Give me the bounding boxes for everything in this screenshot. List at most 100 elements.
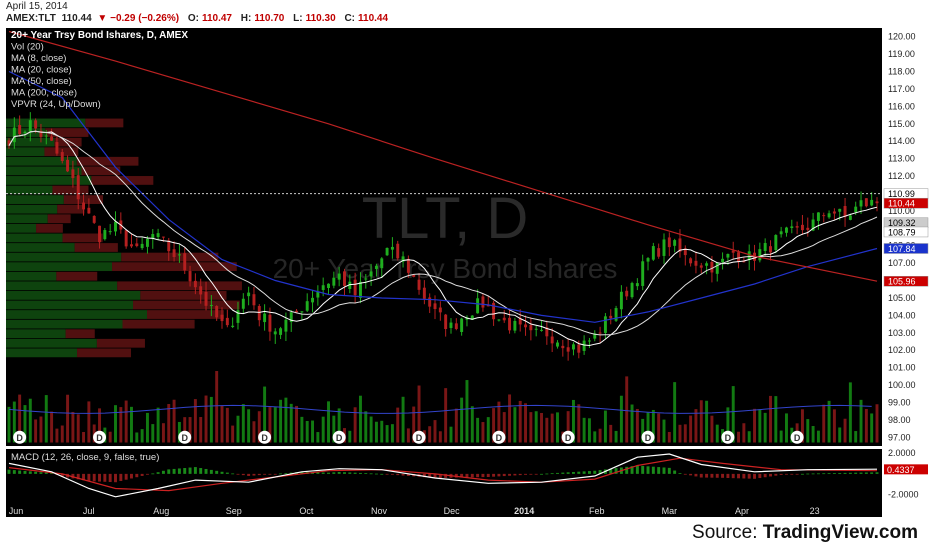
vpvr-down-bar [140,290,227,300]
macd-histogram-bar [646,466,650,474]
volume-bar [71,411,75,443]
candle-body [92,215,96,223]
candle-body [486,304,490,307]
dividend-marker-label: D [96,433,103,443]
candle-body [321,285,325,290]
macd-histogram-bar [34,471,38,474]
candle-body [236,310,240,323]
volume-bar [816,430,820,443]
vpvr-up-bar [6,243,75,252]
volume-bar [800,409,804,443]
macd-histogram-bar [460,473,464,478]
time-tick-label: Jun [9,506,24,516]
macd-histogram-bar [390,473,394,475]
volume-bar [593,431,597,443]
vpvr-up-bar [6,310,148,319]
dividend-marker [561,430,575,444]
ohlc-close: C: 110.44 [344,13,389,24]
vpvr-down-bar [122,319,195,329]
macd-histogram-bar [39,472,43,474]
macd-histogram-bar [161,470,165,474]
macd-value-box [884,464,928,475]
volume-bar [508,394,512,443]
volume-bar [236,415,240,443]
volume-bar [406,428,410,443]
volume-bar [667,431,671,443]
volume-bar [34,419,38,443]
macd-histogram-bar [534,473,538,475]
macd-histogram-bar [630,466,634,474]
vpvr-down-bar [56,271,98,281]
candle-body [188,271,192,282]
candle-body [492,302,496,320]
candle-body [593,333,597,339]
candle-body [87,207,91,214]
macd-histogram-bar [508,473,512,476]
symbol-label[interactable]: AMEX:TLT [6,13,56,24]
macd-histogram-bar [870,472,874,474]
macd-histogram-bar [806,473,810,475]
candle-body [795,226,799,228]
volume-bar [300,416,304,443]
legend-item: Vol (20) [11,42,44,53]
macd-histogram-bar [795,473,799,475]
candle-body [689,258,693,264]
macd-histogram-bar [332,472,336,474]
candle-body [625,290,629,297]
candle-body [225,317,229,326]
price-axis-bg [882,28,930,505]
candle-body [790,226,794,229]
candle-body [358,281,362,298]
volume-bar [156,407,160,443]
candle-body [28,120,32,132]
macd-histogram-bar [582,471,586,474]
macd-histogram-bar [667,467,671,474]
dividend-marker [332,430,346,444]
time-tick-label: Feb [589,506,605,516]
macd-histogram-bar [593,470,597,474]
candle-body [284,319,288,332]
volume-bar [316,432,320,443]
vpvr-down-bar [85,118,124,128]
volume-bar [433,420,437,443]
volume-bar [7,406,11,443]
candle-body [428,297,432,307]
macd-histogram-bar [369,473,373,475]
vpvr-up-bar [6,147,45,157]
volume-bar [524,403,528,443]
macd-histogram-bar [284,473,288,474]
macd-histogram-bar [247,473,251,476]
macd-histogram-bar [832,473,836,474]
macd-histogram-bar [699,473,703,478]
volume-bar [582,417,586,443]
macd-histogram-bar [241,473,245,476]
vpvr-up-bar [6,338,97,348]
volume-bar [66,394,70,443]
macd-histogram-bar [481,473,485,478]
volume-bar [18,394,22,443]
macd-histogram-bar [50,473,54,474]
macd-histogram-bar [571,471,575,474]
volume-bar [556,412,559,443]
candle-body [614,308,618,321]
macd-histogram-bar [694,473,698,477]
macd-histogram-bar [353,472,357,474]
macd-histogram-bar [183,468,187,474]
volume-bar [252,421,256,443]
dividend-marker-label: D [565,433,572,443]
volume-bar [715,424,719,443]
candle-body [82,202,86,210]
macd-histogram-bar [7,469,11,474]
candle-body [151,234,155,239]
price-change: ▼ −0.29 (−0.26%) [97,13,180,24]
macd-histogram-bar [476,473,480,478]
candle-body [145,238,149,247]
time-axis-bg [6,505,882,517]
candle-body [651,246,655,260]
macd-histogram-bar [145,473,149,475]
candle-body [199,286,203,295]
candle-body [39,130,43,137]
macd-histogram-bar [524,473,528,475]
candle-body [44,135,48,137]
